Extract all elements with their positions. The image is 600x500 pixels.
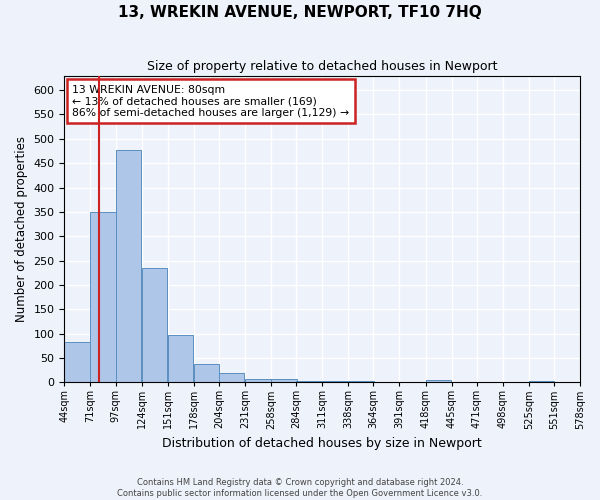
Bar [116, 150, 141, 382]
Bar [322, 381, 348, 382]
Bar [194, 364, 220, 382]
X-axis label: Distribution of detached houses by size in Newport: Distribution of detached houses by size … [163, 437, 482, 450]
Bar [91, 212, 116, 382]
Bar [425, 380, 451, 382]
Text: 13, WREKIN AVENUE, NEWPORT, TF10 7HQ: 13, WREKIN AVENUE, NEWPORT, TF10 7HQ [118, 5, 482, 20]
Bar [168, 335, 193, 382]
Bar [348, 381, 374, 382]
Bar [529, 381, 554, 382]
Title: Size of property relative to detached houses in Newport: Size of property relative to detached ho… [147, 60, 497, 73]
Y-axis label: Number of detached properties: Number of detached properties [15, 136, 28, 322]
Bar [271, 380, 296, 382]
Bar [142, 268, 167, 382]
Bar [296, 381, 322, 382]
Bar [245, 379, 271, 382]
Text: 13 WREKIN AVENUE: 80sqm
← 13% of detached houses are smaller (169)
86% of semi-d: 13 WREKIN AVENUE: 80sqm ← 13% of detache… [72, 85, 349, 118]
Text: Contains HM Land Registry data © Crown copyright and database right 2024.
Contai: Contains HM Land Registry data © Crown c… [118, 478, 482, 498]
Bar [219, 374, 244, 382]
Bar [64, 342, 90, 382]
